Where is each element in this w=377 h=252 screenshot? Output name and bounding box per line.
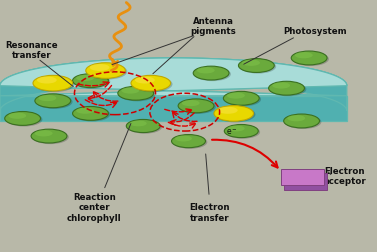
Ellipse shape (38, 95, 57, 101)
Ellipse shape (291, 51, 327, 65)
Bar (281, 169, 324, 185)
Ellipse shape (268, 81, 305, 95)
Ellipse shape (132, 76, 173, 92)
Ellipse shape (179, 100, 216, 114)
Ellipse shape (131, 75, 170, 91)
Ellipse shape (31, 129, 67, 143)
Polygon shape (0, 58, 347, 96)
Ellipse shape (215, 106, 256, 122)
Text: Antenna
pigments: Antenna pigments (190, 17, 236, 36)
Ellipse shape (76, 108, 94, 114)
Ellipse shape (127, 120, 162, 134)
Ellipse shape (74, 107, 110, 121)
Ellipse shape (130, 120, 147, 126)
Ellipse shape (32, 130, 69, 144)
Ellipse shape (172, 135, 205, 148)
Text: Electron
acceptor: Electron acceptor (323, 167, 366, 186)
Ellipse shape (175, 136, 192, 141)
Ellipse shape (121, 87, 139, 93)
Ellipse shape (242, 60, 260, 66)
Ellipse shape (193, 66, 229, 80)
Ellipse shape (5, 111, 40, 125)
Text: Resonance
transfer: Resonance transfer (6, 41, 58, 60)
Ellipse shape (119, 87, 155, 101)
Ellipse shape (87, 64, 127, 80)
Ellipse shape (240, 59, 276, 74)
Ellipse shape (295, 52, 313, 58)
Ellipse shape (195, 67, 231, 81)
Ellipse shape (118, 86, 154, 100)
Ellipse shape (284, 114, 320, 128)
Ellipse shape (35, 130, 53, 136)
Ellipse shape (197, 67, 215, 73)
Ellipse shape (37, 77, 57, 84)
Ellipse shape (293, 52, 329, 66)
Ellipse shape (86, 63, 125, 78)
Ellipse shape (72, 106, 109, 120)
Ellipse shape (178, 99, 214, 113)
Ellipse shape (8, 113, 26, 119)
Ellipse shape (33, 75, 72, 91)
Ellipse shape (126, 119, 160, 133)
Ellipse shape (182, 100, 200, 106)
Ellipse shape (218, 107, 238, 114)
Ellipse shape (270, 82, 306, 96)
Ellipse shape (76, 75, 94, 81)
Ellipse shape (285, 115, 321, 129)
Ellipse shape (225, 92, 261, 106)
Ellipse shape (214, 106, 254, 121)
Ellipse shape (72, 74, 109, 88)
Text: Photosystem: Photosystem (283, 27, 346, 36)
Ellipse shape (225, 125, 260, 139)
Ellipse shape (272, 82, 290, 88)
Ellipse shape (228, 125, 245, 131)
Ellipse shape (287, 115, 305, 121)
Ellipse shape (6, 112, 42, 127)
Ellipse shape (90, 64, 110, 71)
Polygon shape (0, 58, 347, 111)
Ellipse shape (34, 76, 75, 92)
Ellipse shape (74, 75, 110, 89)
Text: Reaction
center
chlorophyll: Reaction center chlorophyll (67, 193, 121, 223)
Ellipse shape (238, 59, 274, 73)
Text: Electron
transfer: Electron transfer (189, 203, 230, 223)
Ellipse shape (135, 77, 155, 84)
Ellipse shape (223, 91, 259, 105)
Ellipse shape (227, 92, 245, 99)
Polygon shape (0, 96, 347, 121)
Ellipse shape (224, 124, 258, 138)
Ellipse shape (35, 94, 71, 108)
Ellipse shape (36, 95, 72, 109)
Polygon shape (0, 58, 347, 96)
Ellipse shape (173, 135, 207, 149)
Bar (284, 173, 327, 190)
Text: e$^-$: e$^-$ (226, 128, 238, 137)
